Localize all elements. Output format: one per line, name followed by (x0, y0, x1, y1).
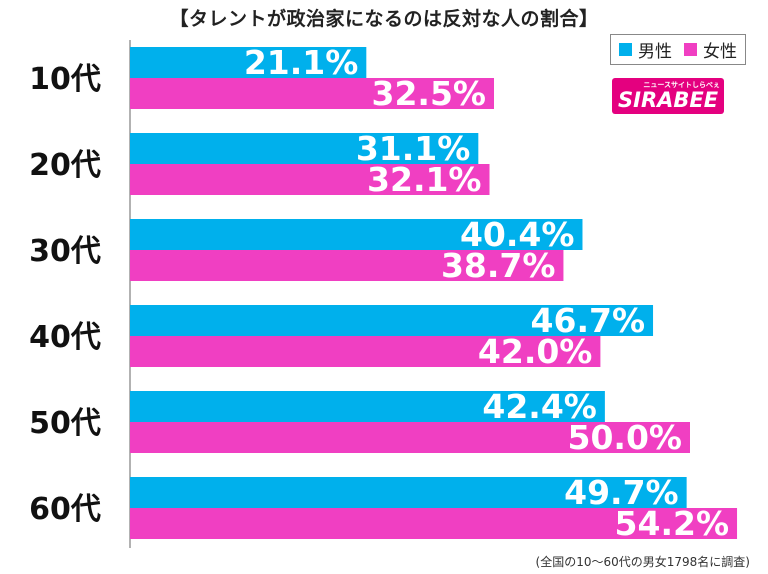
category-label-4: 50代 (29, 406, 101, 441)
category-label-2: 30代 (29, 234, 101, 269)
category-label-3: 40代 (29, 320, 101, 355)
bar-female-3 (130, 336, 601, 367)
legend-swatch-female (684, 43, 697, 56)
bar-male-2 (130, 219, 583, 250)
data-label-female-2: 38.7% (441, 246, 556, 285)
data-label-male-2: 40.4% (460, 215, 575, 254)
bar-female-0 (130, 78, 494, 109)
data-label-male-0: 21.1% (244, 43, 359, 82)
logo-tagline: ニュースサイトしらべぇ (643, 81, 720, 89)
data-label-male-5: 49.7% (564, 473, 679, 512)
bar-female-1 (130, 164, 490, 195)
data-label-male-4: 42.4% (482, 387, 597, 426)
category-label-5: 60代 (29, 492, 101, 527)
sirabee-logo: ニュースサイトしらべぇ SIRABEE (612, 78, 724, 114)
data-label-female-0: 32.5% (372, 74, 487, 113)
legend-swatch-male (619, 43, 632, 56)
data-label-female-1: 32.1% (367, 160, 482, 199)
category-label-0: 10代 (29, 62, 101, 97)
category-label-1: 20代 (29, 148, 101, 183)
data-label-female-5: 54.2% (615, 504, 730, 543)
data-label-female-3: 42.0% (478, 332, 593, 371)
survey-footnote: (全国の10〜60代の男女1798名に調査) (535, 555, 750, 569)
logo-wordmark: SIRABEE (618, 88, 719, 112)
legend: 男性 女性 (610, 34, 746, 65)
bar-male-5 (130, 477, 687, 508)
bars-group: 10代 21.1% 32.5% 20代 31.1%32.1% 30代 40.4%38.7% 4… (29, 43, 738, 543)
bar-male-1 (130, 133, 479, 164)
data-label-male-3: 46.7% (531, 301, 646, 340)
bar-male-3 (130, 305, 654, 336)
chart-title: 【タレントが政治家になるのは反対な人の割合】 (169, 8, 599, 30)
bar-male-0 (130, 47, 367, 78)
data-label-female-4: 50.0% (568, 418, 683, 457)
bar-female-4 (130, 422, 690, 453)
bar-female-2 (130, 250, 564, 281)
legend-label-female: 女性 (703, 42, 737, 62)
data-label-male-1: 31.1% (356, 129, 471, 168)
legend-label-male: 男性 (638, 42, 672, 62)
bar-female-5 (130, 508, 738, 539)
bar-male-4 (130, 391, 605, 422)
